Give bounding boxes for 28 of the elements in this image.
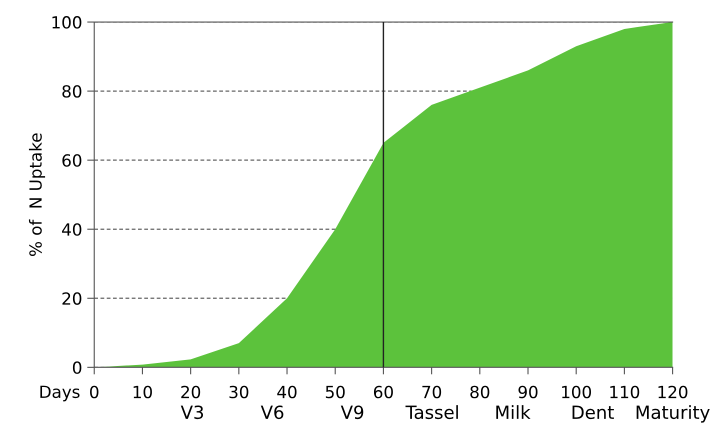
- x-tick-label: 90: [518, 386, 538, 398]
- y-tick-label: 80: [62, 85, 82, 98]
- x-tick-label: 20: [181, 386, 200, 398]
- x-tick-label: 10: [134, 386, 152, 398]
- x-axis-title: Days: [40, 386, 80, 402]
- text: V9: [340, 405, 364, 420]
- x-tick-label: 30: [230, 386, 248, 398]
- x-tick-label: 120: [658, 386, 688, 398]
- y-tick-label: 0: [72, 361, 82, 374]
- x-tick-label: 0: [90, 386, 98, 398]
- text: Tassel: [406, 405, 458, 420]
- y-tick-label: 60: [62, 154, 82, 167]
- x-tick-label: 60: [374, 386, 393, 398]
- x-tick-label: 40: [277, 386, 297, 398]
- text: Maturity: [636, 405, 710, 423]
- y-tick-label: 20: [62, 292, 82, 305]
- text: V3: [180, 405, 204, 420]
- y-tick-label: 40: [62, 223, 82, 236]
- text: Milk: [496, 405, 531, 419]
- x-tick-label: 100: [562, 386, 591, 398]
- text: V6: [260, 405, 284, 420]
- text: Dent: [572, 406, 614, 420]
- x-tick-label: 80: [470, 386, 490, 398]
- x-tick-label: 110: [610, 386, 640, 398]
- y-axis-title: % of N Uptake: [28, 133, 46, 256]
- x-tick-label: 70: [422, 386, 442, 398]
- y-tick-label: 100: [52, 16, 82, 29]
- x-tick-label: 50: [326, 386, 345, 398]
